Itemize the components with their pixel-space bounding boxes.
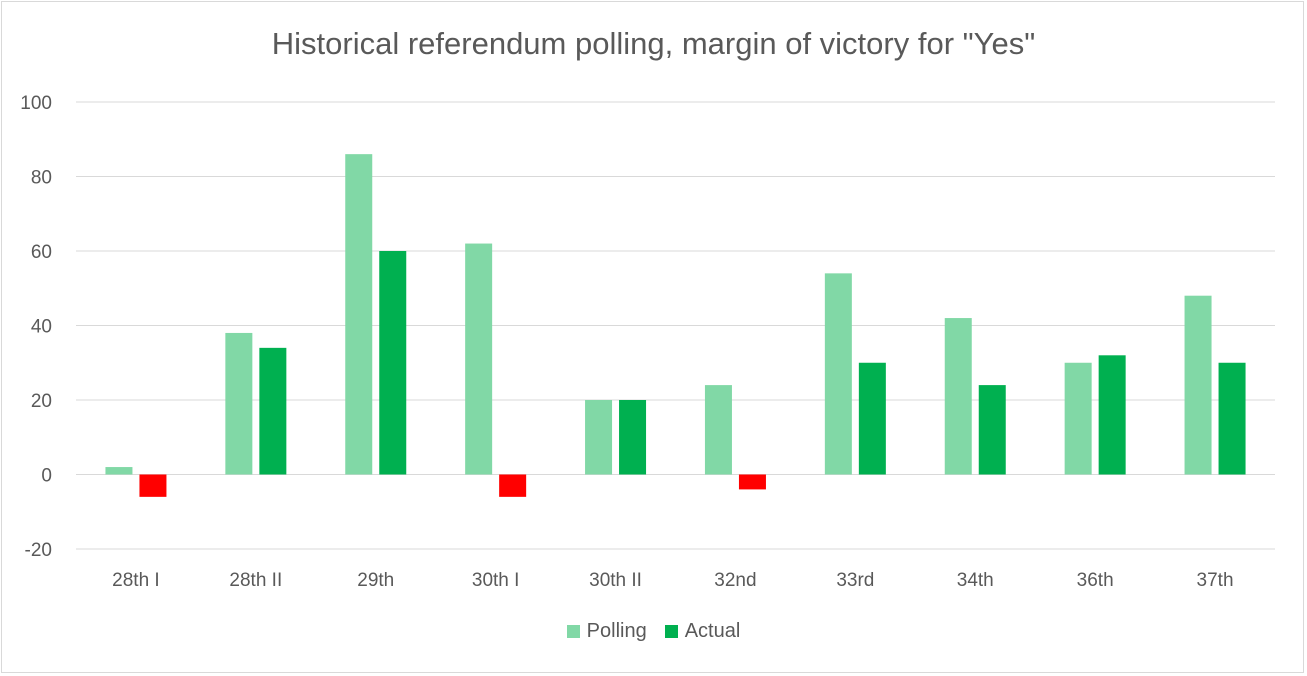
y-tick-label: 40 xyxy=(31,317,52,338)
bar-polling-28th-ii xyxy=(225,332,253,475)
x-tick-label: 30th II xyxy=(589,570,642,591)
legend-label-actual: Actual xyxy=(684,620,741,642)
bar-polling-32nd xyxy=(704,385,732,475)
legend-item-actual: Actual xyxy=(664,620,741,643)
legend-label-polling: Polling xyxy=(586,620,647,642)
x-tick-label: 36th xyxy=(1077,570,1114,591)
bar-actual-28th-ii xyxy=(259,347,287,475)
bar-polling-30th-i xyxy=(465,243,493,475)
legend-item-polling: Polling xyxy=(566,620,647,643)
bar-actual-34th xyxy=(978,385,1006,475)
bar-actual-33rd xyxy=(858,362,886,475)
chart-title: Historical referendum polling, margin of… xyxy=(271,26,1036,61)
chart-legend: Polling Actual xyxy=(0,620,1307,643)
bar-polling-36th xyxy=(1064,362,1092,475)
bar-actual-30th-ii xyxy=(619,400,647,475)
bar-polling-37th xyxy=(1184,295,1212,475)
bar-actual-30th-i xyxy=(499,474,527,497)
x-tick-label: 28th I xyxy=(112,570,160,591)
x-tick-label: 37th xyxy=(1197,570,1234,591)
x-tick-label: 28th II xyxy=(229,570,282,591)
bar-actual-36th xyxy=(1098,355,1126,475)
y-tick-label: 80 xyxy=(31,168,52,189)
bar-actual-32nd xyxy=(738,474,766,490)
x-tick-label: 33rd xyxy=(836,570,874,591)
y-tick-label: -20 xyxy=(25,540,52,561)
x-tick-label: 29th xyxy=(357,570,394,591)
bar-polling-34th xyxy=(944,318,972,475)
legend-swatch-polling xyxy=(566,625,580,638)
y-tick-label: 0 xyxy=(41,466,52,487)
legend-swatch-actual xyxy=(664,625,678,638)
x-tick-label: 32nd xyxy=(714,570,756,591)
bar-polling-28th-i xyxy=(105,467,133,475)
y-tick-label: 60 xyxy=(31,242,52,263)
bar-polling-29th xyxy=(345,154,373,475)
bar-actual-29th xyxy=(379,251,407,475)
bar-actual-28th-i xyxy=(139,474,167,497)
y-tick-label: 20 xyxy=(31,391,52,412)
x-tick-label: 34th xyxy=(957,570,994,591)
y-tick-label: 100 xyxy=(20,93,52,114)
x-tick-label: 30th I xyxy=(472,570,520,591)
bar-polling-33rd xyxy=(824,273,852,475)
bar-polling-30th-ii xyxy=(585,400,613,475)
bar-actual-37th xyxy=(1218,362,1246,475)
